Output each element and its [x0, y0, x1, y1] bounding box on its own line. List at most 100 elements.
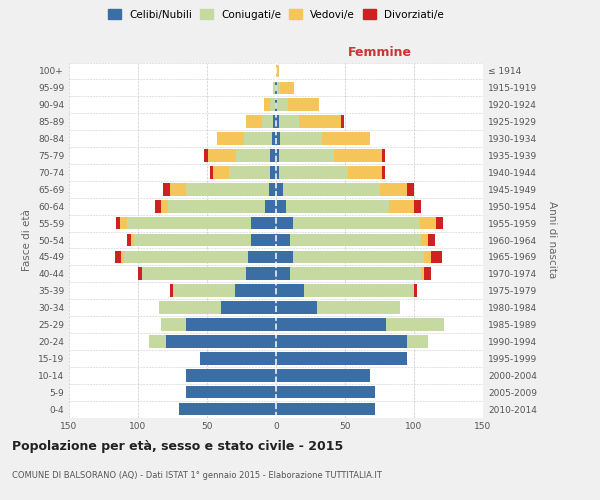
Bar — [283, 183, 380, 196]
Bar — [276, 82, 277, 94]
Bar — [276, 369, 370, 382]
Bar — [142, 268, 245, 280]
Bar — [275, 82, 276, 94]
Bar — [382, 149, 385, 162]
Bar — [421, 268, 424, 280]
Bar — [276, 149, 279, 162]
Bar — [187, 318, 276, 331]
Bar — [317, 302, 400, 314]
Bar — [276, 335, 407, 348]
Bar — [276, 200, 286, 212]
Bar — [276, 166, 279, 178]
Y-axis label: Anni di nascita: Anni di nascita — [547, 202, 557, 278]
Bar — [244, 132, 272, 145]
Bar — [276, 318, 386, 331]
Bar — [245, 268, 276, 280]
Bar — [166, 335, 276, 348]
Bar — [169, 200, 265, 212]
Bar — [208, 149, 236, 162]
Bar — [407, 335, 428, 348]
Bar — [262, 116, 273, 128]
Bar — [251, 234, 276, 246]
Bar — [273, 82, 275, 94]
Bar — [173, 284, 235, 297]
Bar — [421, 234, 428, 246]
Bar — [424, 250, 431, 263]
Bar — [269, 183, 276, 196]
Bar — [277, 98, 289, 111]
Bar — [217, 132, 244, 145]
Bar — [271, 166, 276, 178]
Bar — [277, 82, 280, 94]
Bar — [163, 183, 170, 196]
Bar — [386, 318, 445, 331]
Bar — [424, 268, 431, 280]
Bar — [276, 217, 293, 230]
Bar — [170, 183, 187, 196]
Bar — [124, 250, 248, 263]
Bar — [248, 250, 276, 263]
Bar — [286, 200, 389, 212]
Bar — [187, 183, 269, 196]
Bar — [159, 302, 221, 314]
Bar — [161, 200, 169, 212]
Bar — [348, 166, 382, 178]
Bar — [276, 250, 293, 263]
Bar — [120, 217, 127, 230]
Bar — [280, 132, 322, 145]
Bar — [382, 166, 385, 178]
Text: Popolazione per età, sesso e stato civile - 2015: Popolazione per età, sesso e stato civil… — [12, 440, 343, 453]
Bar — [414, 200, 421, 212]
Bar — [299, 116, 341, 128]
Bar — [271, 98, 275, 111]
Bar — [304, 284, 414, 297]
Bar — [229, 166, 271, 178]
Bar — [289, 98, 319, 111]
Bar — [275, 98, 276, 111]
Bar — [121, 250, 124, 263]
Bar — [235, 284, 276, 297]
Bar — [210, 166, 212, 178]
Bar — [419, 217, 436, 230]
Legend: Celibi/Nubili, Coniugati/e, Vedovi/e, Divorziati/e: Celibi/Nubili, Coniugati/e, Vedovi/e, Di… — [104, 5, 448, 24]
Y-axis label: Fasce di età: Fasce di età — [22, 209, 32, 271]
Bar — [116, 217, 120, 230]
Bar — [204, 149, 208, 162]
Bar — [138, 268, 142, 280]
Bar — [431, 250, 442, 263]
Bar — [127, 234, 131, 246]
Bar — [251, 217, 276, 230]
Bar — [276, 402, 376, 415]
Bar — [389, 200, 414, 212]
Bar — [127, 217, 251, 230]
Bar — [272, 132, 276, 145]
Bar — [407, 183, 414, 196]
Bar — [187, 369, 276, 382]
Bar — [276, 268, 290, 280]
Bar — [265, 200, 276, 212]
Bar — [334, 149, 382, 162]
Bar — [279, 116, 299, 128]
Text: Femmine: Femmine — [347, 46, 412, 59]
Bar — [276, 183, 283, 196]
Bar — [200, 352, 276, 364]
Bar — [276, 98, 277, 111]
Bar — [276, 284, 304, 297]
Bar — [187, 386, 276, 398]
Bar — [273, 116, 276, 128]
Bar — [279, 166, 348, 178]
Bar — [221, 302, 276, 314]
Bar — [263, 98, 271, 111]
Bar — [245, 116, 262, 128]
Text: COMUNE DI BALSORANO (AQ) - Dati ISTAT 1° gennaio 2015 - Elaborazione TUTTITALIA.: COMUNE DI BALSORANO (AQ) - Dati ISTAT 1°… — [12, 470, 382, 480]
Bar — [134, 234, 251, 246]
Bar — [115, 250, 121, 263]
Bar — [428, 234, 434, 246]
Bar — [271, 149, 276, 162]
Bar — [276, 116, 279, 128]
Bar — [380, 183, 407, 196]
Bar — [414, 284, 417, 297]
Bar — [290, 268, 421, 280]
Bar — [322, 132, 370, 145]
Bar — [276, 352, 407, 364]
